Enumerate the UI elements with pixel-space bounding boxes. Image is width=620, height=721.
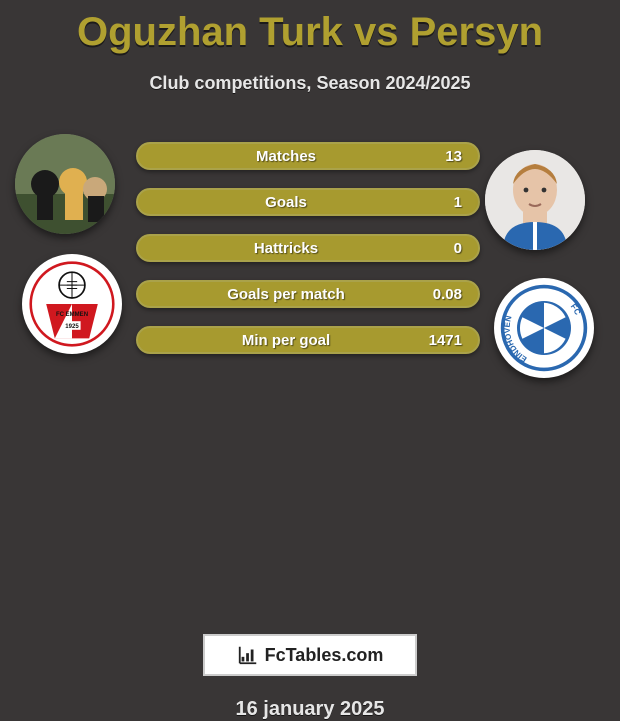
stat-value: 1471 [418, 332, 462, 349]
page-title: Oguzhan Turk vs Persyn [0, 10, 620, 55]
stat-label: Goals [154, 194, 418, 211]
stat-row: Hattricks 0 [136, 234, 480, 262]
site-logo-text: FcTables.com [265, 645, 384, 666]
stat-value: 13 [418, 148, 462, 165]
stat-label: Hattricks [154, 240, 418, 257]
stat-label: Goals per match [154, 286, 418, 303]
stat-row: Min per goal 1471 [136, 326, 480, 354]
player1-photo [15, 134, 115, 234]
stat-value: 1 [418, 194, 462, 211]
stat-value: 0 [418, 240, 462, 257]
stat-label: Min per goal [154, 332, 418, 349]
player1-club-badge: FC EMMEN 1925 [22, 254, 122, 354]
svg-text:1925: 1925 [65, 324, 79, 330]
stat-row: Goals per match 0.08 [136, 280, 480, 308]
svg-text:FC EMMEN: FC EMMEN [56, 312, 88, 318]
stat-row: Matches 13 [136, 142, 480, 170]
stat-value: 0.08 [418, 286, 462, 303]
stat-row: Goals 1 [136, 188, 480, 216]
date: 16 january 2025 [0, 698, 620, 721]
site-logo: FcTables.com [203, 634, 417, 676]
comparison-panel: FC EMMEN 1925 Matches 13 Goals 1 Hattric… [0, 124, 620, 384]
stat-label: Matches [154, 148, 418, 165]
stat-bars: Matches 13 Goals 1 Hattricks 0 Goals per… [136, 142, 480, 372]
player2-photo [485, 150, 585, 250]
player2-club-badge: FC EINDHOVEN [494, 278, 594, 378]
chart-icon [237, 644, 259, 666]
subtitle: Club competitions, Season 2024/2025 [0, 73, 620, 94]
